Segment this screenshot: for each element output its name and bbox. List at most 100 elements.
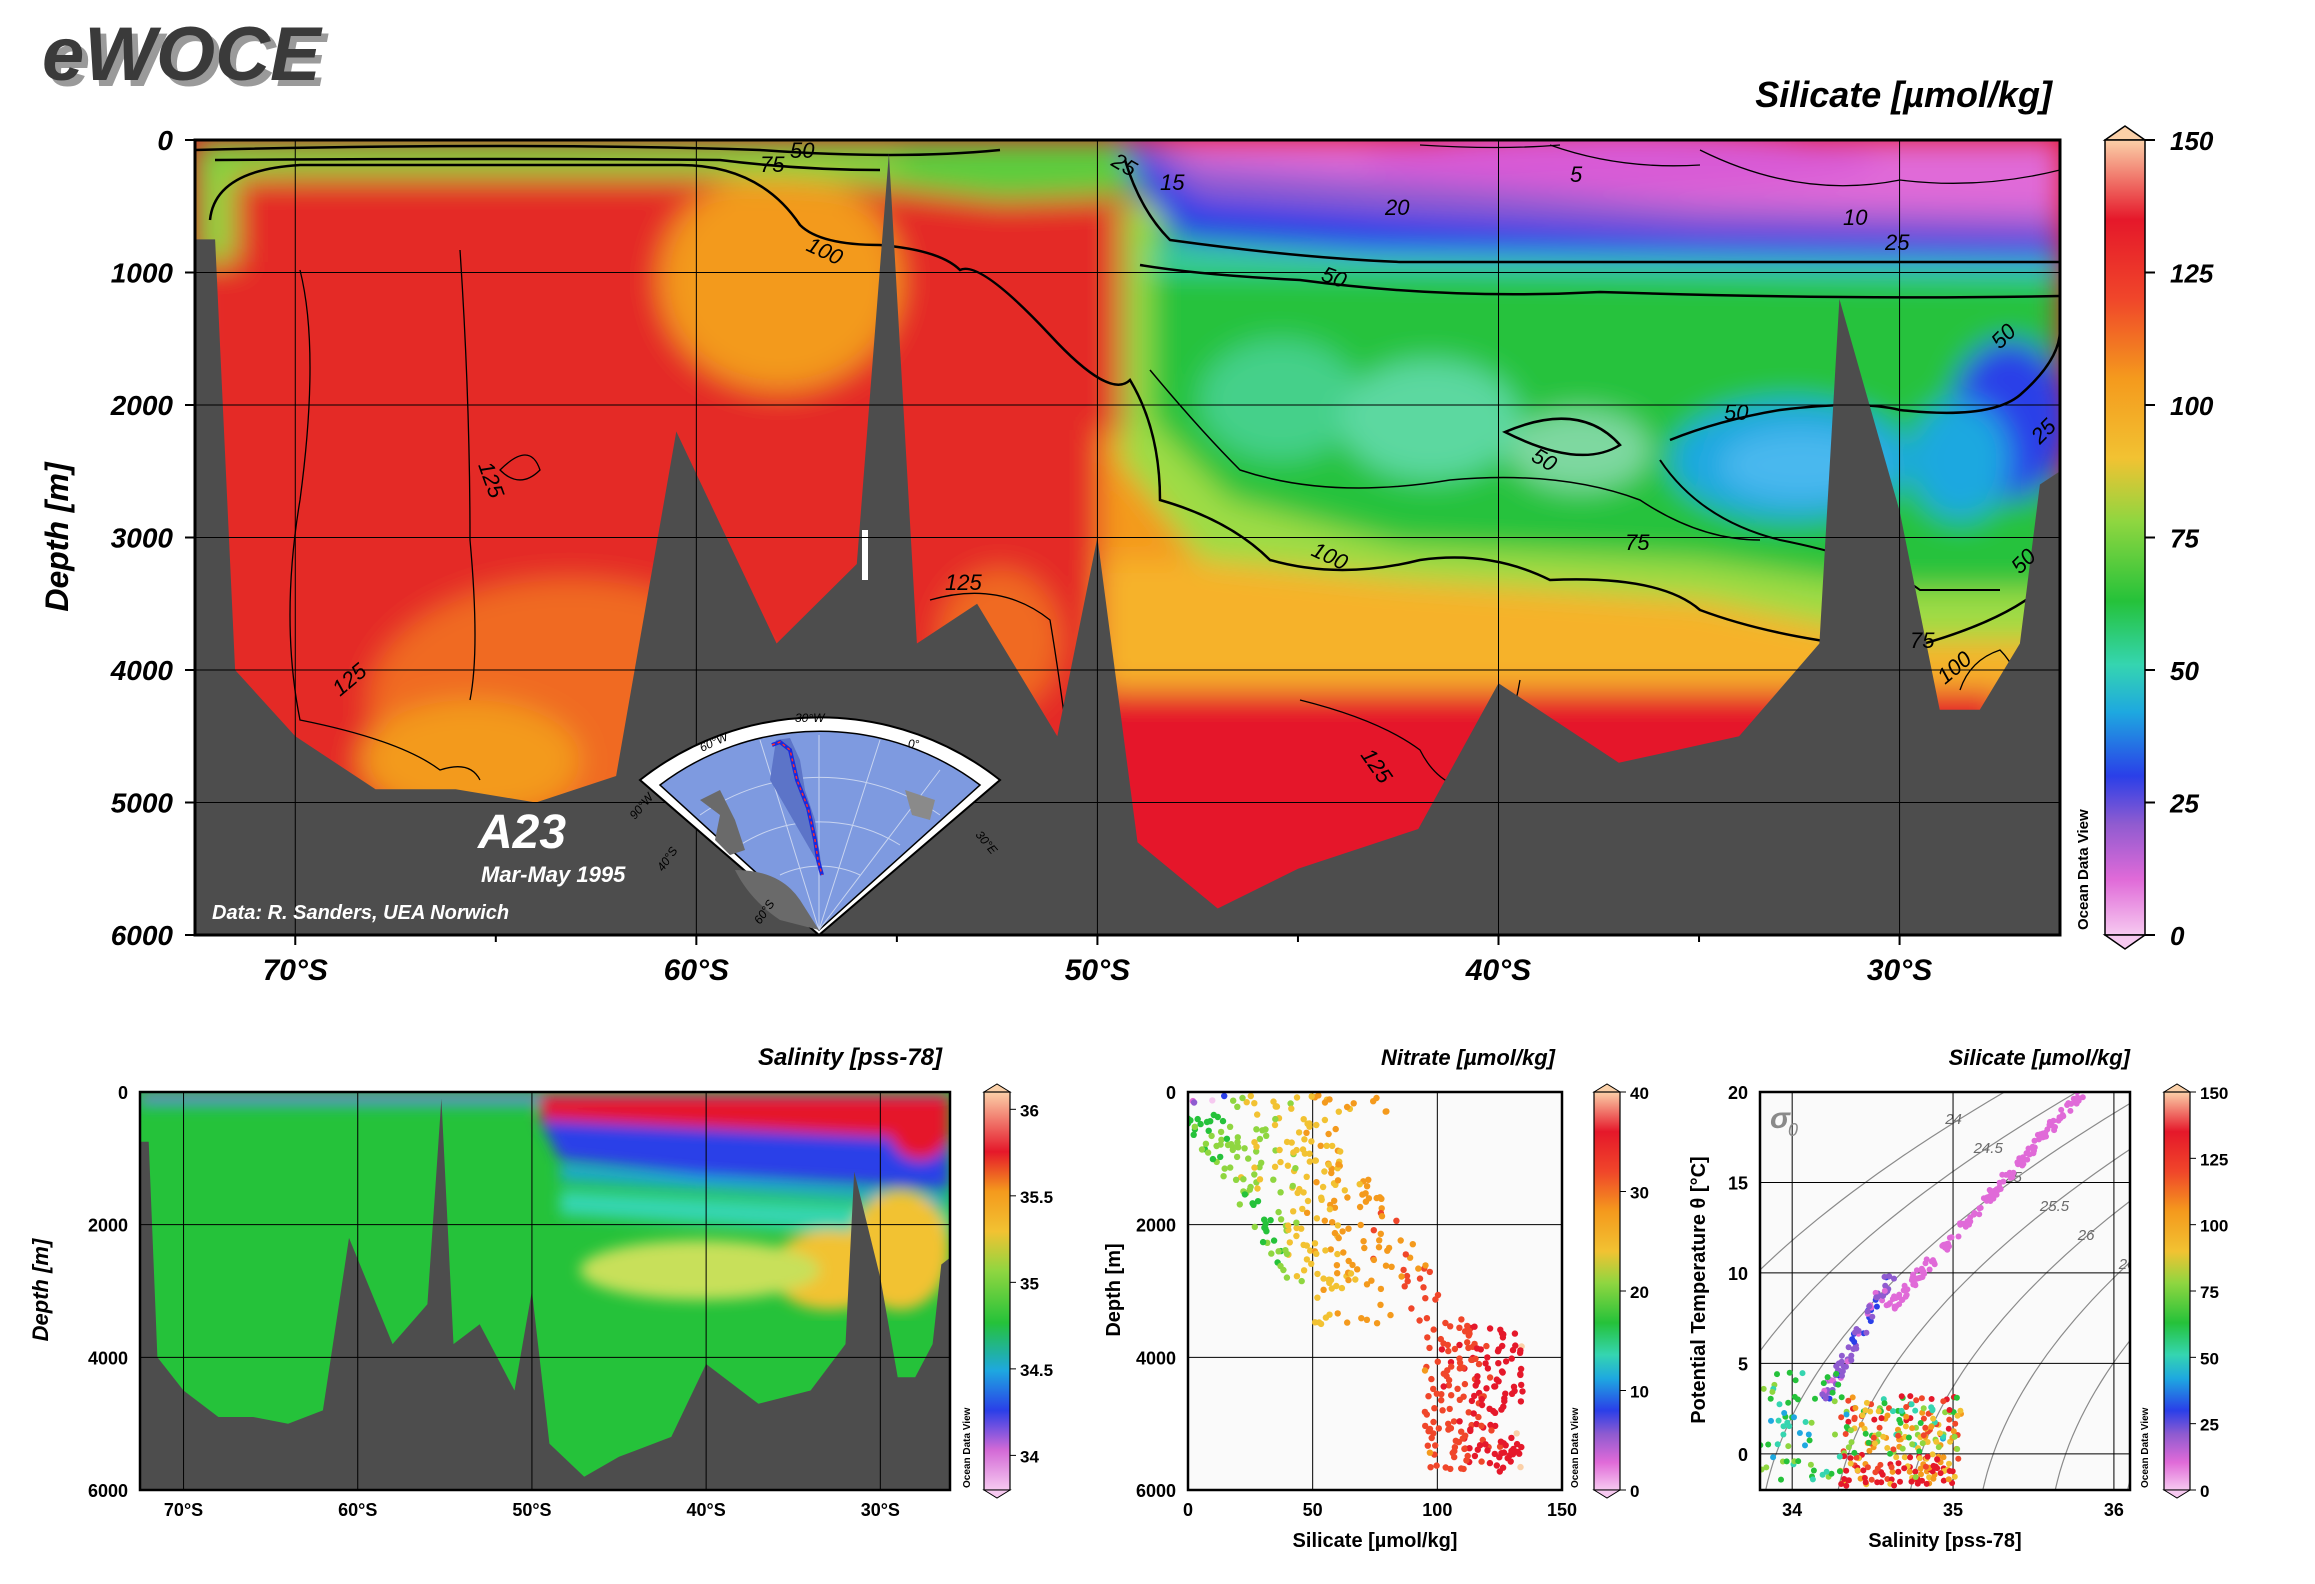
nitrate-point: [1226, 1123, 1234, 1131]
salinity-y-tick-label: 6000: [88, 1481, 128, 1501]
main-y-label: Depth [m]: [39, 461, 75, 612]
nitrate-point: [1190, 1099, 1198, 1106]
nitrate-point: [1251, 1164, 1258, 1171]
ts-point: [1774, 1371, 1780, 1378]
nitrate-point: [1492, 1383, 1499, 1390]
salinity-bathymetry: [140, 1098, 950, 1490]
ts-point: [1840, 1363, 1847, 1370]
ts-point: [1922, 1424, 1929, 1431]
nitrate-point: [1293, 1224, 1300, 1232]
nitrate-point: [1471, 1323, 1478, 1330]
nitrate-point: [1345, 1276, 1352, 1284]
nitrate-point: [1493, 1376, 1501, 1383]
nitrate-point: [1482, 1360, 1489, 1367]
ts-point: [1760, 1385, 1767, 1392]
nitrate-point: [1293, 1094, 1301, 1101]
ts-point: [1836, 1468, 1843, 1475]
ts-point: [1829, 1389, 1836, 1396]
nitrate-point: [1221, 1092, 1228, 1100]
nitrate-point: [1483, 1385, 1490, 1392]
salinity-grid: [140, 1092, 950, 1490]
ts-point: [1924, 1439, 1931, 1445]
nitrate-point: [1262, 1225, 1269, 1232]
salinity-cb-tick-label: 34: [1020, 1447, 1039, 1466]
nitrate-point: [1307, 1247, 1314, 1254]
nitrate-point: [1393, 1217, 1400, 1225]
nitrate-point: [1276, 1146, 1283, 1154]
data-credit: Data: R. Sanders, UEA Norwich: [212, 902, 509, 924]
ts-point: [1838, 1481, 1845, 1487]
salinity-y-tick-label: 2000: [88, 1216, 128, 1236]
ts-point: [1841, 1476, 1848, 1482]
ts-point: [1897, 1478, 1903, 1485]
ts-point: [1843, 1411, 1850, 1418]
ts-point: [1854, 1467, 1861, 1474]
nitrate-cb-tick-label: 10: [1630, 1383, 1649, 1402]
nitrate-point: [1218, 1136, 1225, 1144]
ts-point: [1774, 1441, 1781, 1448]
ts-point: [1951, 1473, 1958, 1480]
nitrate-point: [1408, 1305, 1415, 1312]
nitrate-point: [1484, 1365, 1492, 1372]
ts-point: [1838, 1352, 1845, 1359]
nitrate-point: [1464, 1452, 1471, 1460]
ts-point: [1875, 1431, 1882, 1438]
ts-point: [1957, 1221, 1964, 1228]
nitrate-x-tick-label: 150: [1547, 1500, 1577, 1520]
nitrate-point: [1478, 1458, 1485, 1465]
ts-point: [1848, 1352, 1855, 1359]
ts-point: [1884, 1412, 1891, 1419]
nitrate-point: [1354, 1266, 1361, 1273]
nitrate-point: [1219, 1117, 1227, 1125]
nitrate-point: [1401, 1283, 1408, 1290]
ts-point: [1848, 1439, 1855, 1446]
ts-point: [2058, 1106, 2065, 1113]
ts-y-ticks: 20 15 10 5 0: [1728, 1083, 1748, 1465]
nitrate-point: [1345, 1225, 1352, 1232]
nitrate-point: [1382, 1262, 1390, 1269]
ts-point: [1770, 1454, 1777, 1461]
main-y-tick-label: 2000: [110, 390, 174, 421]
ts-point: [1946, 1234, 1953, 1241]
nitrate-point: [1518, 1443, 1525, 1451]
nitrate-point: [1509, 1346, 1517, 1354]
ts-point: [1828, 1470, 1835, 1477]
ts-point: [1942, 1409, 1949, 1416]
ts-point: [1812, 1395, 1818, 1402]
ts-point: [2007, 1174, 2014, 1181]
ts-point: [1862, 1407, 1869, 1414]
nitrate-point: [1492, 1422, 1499, 1430]
nitrate-point: [1303, 1129, 1310, 1137]
nitrate-point: [1442, 1319, 1449, 1327]
ts-point: [1929, 1407, 1936, 1414]
nitrate-point: [1450, 1418, 1458, 1425]
nitrate-point: [1205, 1127, 1212, 1135]
nitrate-point: [1484, 1354, 1491, 1361]
nitrate-point: [1321, 1116, 1329, 1124]
nitrate-point: [1498, 1450, 1505, 1457]
nitrate-point: [1254, 1185, 1261, 1192]
ts-point: [1832, 1431, 1838, 1438]
main-y-tick-label: 4000: [110, 655, 174, 686]
nitrate-point: [1362, 1198, 1370, 1205]
nitrate-point: [1320, 1275, 1327, 1282]
ts-point: [1940, 1477, 1947, 1484]
ts-point: [1810, 1467, 1817, 1474]
nitrate-point: [1267, 1217, 1274, 1224]
nitrate-point: [1435, 1425, 1443, 1432]
nitrate-point: [1377, 1285, 1385, 1293]
ts-point: [1785, 1443, 1792, 1450]
nitrate-point: [1511, 1330, 1519, 1337]
ts-point: [2015, 1161, 2021, 1168]
ts-point: [1907, 1454, 1914, 1461]
nitrate-point: [1259, 1238, 1267, 1246]
nitrate-point: [1499, 1464, 1507, 1471]
nitrate-point: [1519, 1388, 1526, 1395]
nitrate-point: [1234, 1138, 1241, 1146]
nitrate-point: [1486, 1459, 1494, 1467]
nitrate-point: [1376, 1237, 1383, 1244]
nitrate-point: [1275, 1248, 1282, 1255]
nitrate-point: [1438, 1397, 1445, 1404]
ts-point: [1909, 1274, 1916, 1281]
